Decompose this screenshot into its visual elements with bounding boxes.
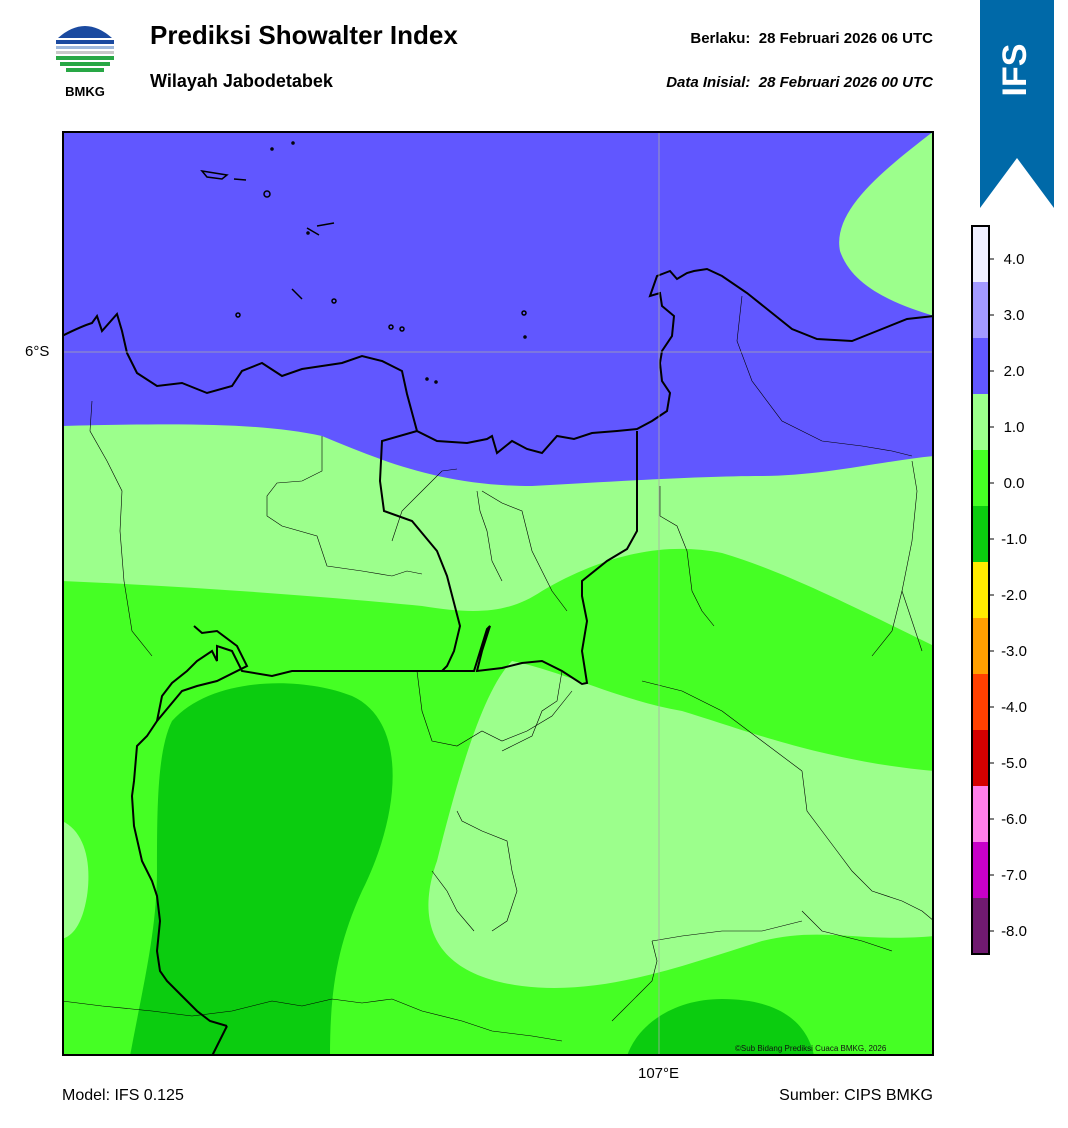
colorbar-swatch — [972, 842, 989, 898]
model-label: Model: IFS 0.125 — [62, 1087, 184, 1104]
init-value: 28 Februari 2026 00 UTC — [758, 74, 933, 91]
page-title: Prediksi Showalter Index — [150, 20, 458, 50]
colorbar-label: -3.0 — [1001, 643, 1027, 660]
colorbar-label: -7.0 — [1001, 867, 1027, 884]
colorbar-label: -4.0 — [1001, 699, 1027, 716]
colorbar-swatch — [972, 730, 989, 786]
colorbar-frame — [971, 225, 990, 955]
colorbar-swatch — [972, 674, 989, 730]
valid-value: 28 Februari 2026 06 UTC — [758, 30, 933, 47]
colorbar-swatch — [972, 506, 989, 562]
colorbar-label: -8.0 — [1001, 923, 1027, 940]
colorbar-label: 4.0 — [1004, 251, 1025, 268]
colorbar-swatch — [972, 898, 989, 954]
valid-time: Berlaku: 28 Februari 2026 06 UTC — [690, 30, 933, 47]
colorbar-swatch — [972, 618, 989, 674]
colorbar-label: 2.0 — [1004, 363, 1025, 380]
colorbar-label: 3.0 — [1004, 307, 1025, 324]
init-label: Data Inisial: — [666, 74, 751, 91]
bmkg-logo-icon — [52, 18, 118, 102]
colorbar-label: -1.0 — [1001, 531, 1027, 548]
colorbar-swatch — [972, 450, 989, 506]
colorbar-label: -5.0 — [1001, 755, 1027, 772]
source-label: Sumber: CIPS BMKG — [779, 1087, 933, 1104]
colorbar-swatch — [972, 394, 989, 450]
latitude-label: 6°S — [25, 343, 50, 360]
colorbar-swatch — [972, 282, 989, 338]
ifs-ribbon — [980, 0, 1054, 210]
colorbar-label: -2.0 — [1001, 587, 1027, 604]
colorbar-swatch — [972, 786, 989, 842]
ifs-text: IFS — [996, 44, 1034, 97]
colorbar-label: 1.0 — [1004, 419, 1025, 436]
colorbar: 4.0 3.0 2.0 1.0 0.0 -1.0 -2.0 -3.0 -4.0 -5.0 -6.0 -… — [960, 220, 1060, 970]
page-subtitle: Wilayah Jabodetabek — [150, 71, 333, 91]
longitude-label: 107°E — [638, 1065, 680, 1082]
colorbar-swatch — [972, 562, 989, 618]
init-time: Data Inisial: 28 Februari 2026 00 UTC — [666, 74, 933, 91]
colorbar-label: -6.0 — [1001, 811, 1027, 828]
map-panel[interactable] — [61, 131, 935, 1057]
colorbar-label: 0.0 — [1004, 475, 1025, 492]
colorbar-swatch — [972, 338, 989, 394]
valid-label: Berlaku: — [690, 30, 751, 47]
colorbar-swatch — [972, 226, 989, 282]
logo-text: BMKG — [65, 84, 105, 99]
colorbar-svg: 4.0 3.0 2.0 1.0 0.0 -1.0 -2.0 -3.0 -4.0 -5.0 -6.0 -… — [971, 225, 1027, 955]
ifs-ribbon-label: IFS — [980, 30, 1054, 110]
map-credit: ©Sub Bidang Prediksi Cuaca BMKG, 2026 — [735, 1044, 887, 1053]
